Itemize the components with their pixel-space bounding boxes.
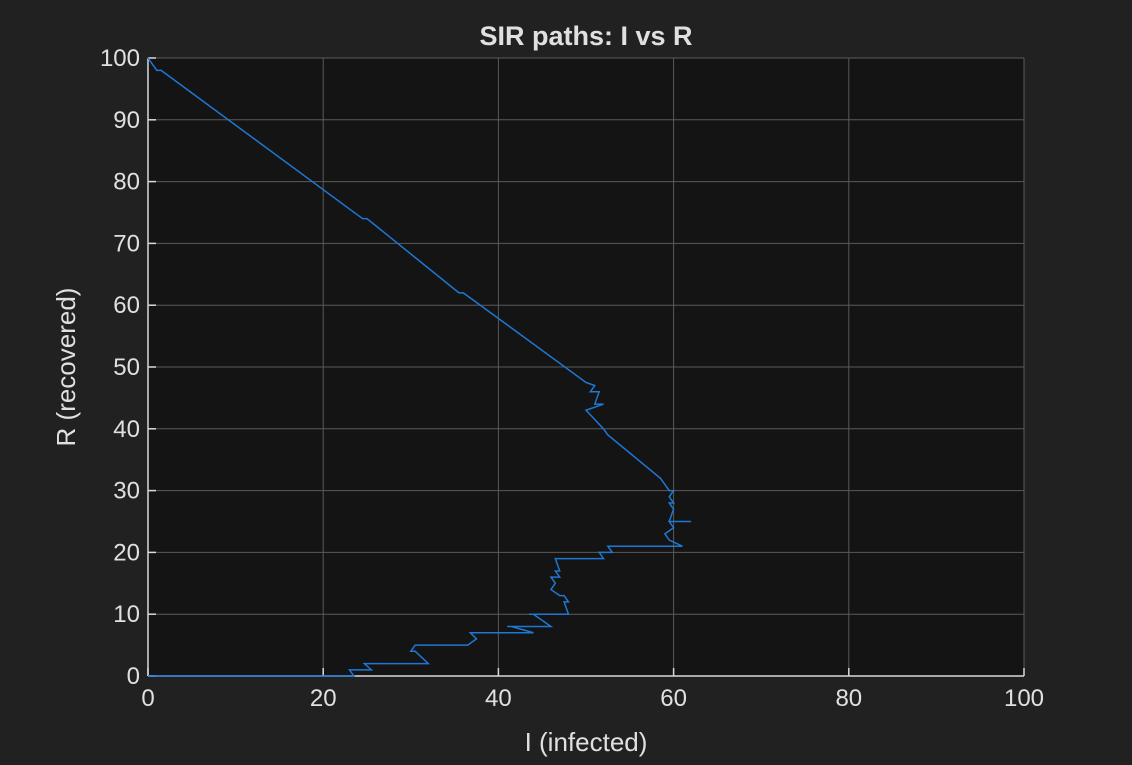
y-tick-label: 60	[113, 292, 140, 319]
y-tick-label: 70	[113, 230, 140, 257]
y-tick-label: 90	[113, 107, 140, 134]
series-line-1	[147, 57, 692, 677]
y-tick-label: 50	[113, 354, 140, 381]
x-tick-labels: 0 20 40 60 80 100	[141, 685, 1044, 712]
grid-lines	[147, 57, 1025, 677]
series-group	[147, 57, 692, 677]
y-tick-label: 100	[100, 45, 140, 72]
x-tick-label: 20	[310, 685, 337, 712]
y-tick-label: 10	[113, 601, 140, 628]
x-axis-label: I (infected)	[525, 727, 648, 757]
y-tick-label: 20	[113, 539, 140, 566]
y-tick-labels: 0 10 20 30 40 50 60 70 80 90 100	[100, 45, 140, 690]
x-tick-label: 80	[835, 685, 862, 712]
y-tick-label: 80	[113, 169, 140, 196]
y-tick-label: 0	[127, 663, 140, 690]
x-tick-label: 100	[1004, 685, 1044, 712]
y-tick-label: 30	[113, 478, 140, 505]
x-tick-label: 60	[660, 685, 687, 712]
chart-title: SIR paths: I vs R	[479, 21, 692, 51]
x-tick-label: 0	[141, 685, 154, 712]
x-tick-label: 40	[485, 685, 512, 712]
y-tick-label: 40	[113, 416, 140, 443]
y-axis-label: R (recovered)	[51, 288, 81, 447]
